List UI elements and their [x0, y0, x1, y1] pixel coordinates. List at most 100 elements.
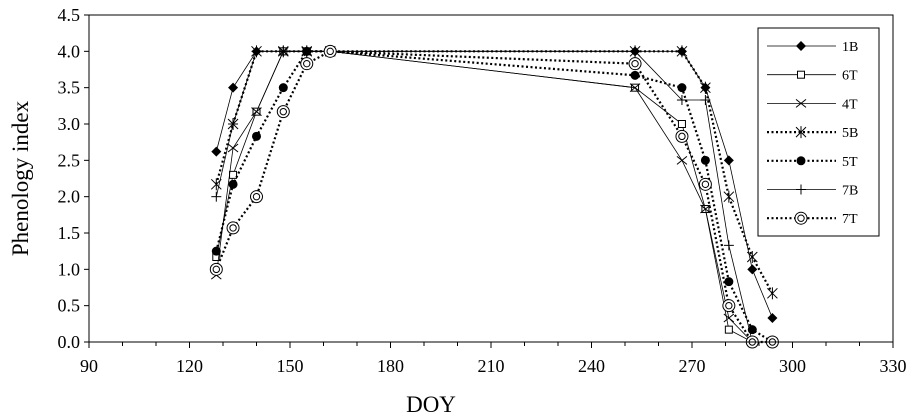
y-tick-label: 4.0 [58, 41, 81, 61]
data-point-7T [209, 262, 223, 276]
data-point-7B [676, 95, 687, 106]
data-point-1B [211, 146, 222, 157]
legend-item-6T: 6T [767, 69, 858, 84]
y-axis-ticks: 0.0 0.5 1.0 1.5 2.0 2.5 3.0 3.5 4.0 4.5 [58, 5, 89, 352]
series-line-1B [215, 50, 773, 319]
legend-marker [796, 41, 806, 51]
x-tick-label: 90 [80, 356, 98, 376]
data-point-5B [746, 250, 758, 263]
data-point-7B [700, 95, 711, 106]
data-point-5T [724, 277, 734, 287]
legend-label: 5T [842, 155, 858, 170]
legend-label: 6T [842, 69, 858, 84]
legend-item-7T: 7T [767, 211, 858, 227]
legend: 1B 6T 4T 5B 5T 7B 7T [757, 27, 880, 237]
y-tick-label: 0.5 [58, 296, 81, 316]
x-tick-label: 210 [478, 356, 505, 376]
data-point-7B [723, 240, 734, 251]
data-point-7B [228, 119, 239, 129]
data-point-7B [630, 46, 641, 57]
x-tick-label: 240 [578, 356, 605, 376]
legend-label: 1B [842, 40, 858, 55]
plot-frame [88, 14, 894, 343]
data-point-7B [211, 191, 222, 202]
data-point-7T [250, 190, 263, 204]
x-axis-ticks: 90 120 150 180 210 240 270 300 330 [80, 342, 907, 376]
legend-marker [795, 126, 807, 139]
data-point-7B [301, 46, 312, 57]
data-point-7T [300, 57, 314, 71]
data-point-5T [211, 246, 221, 256]
legend-marker [795, 99, 807, 108]
series-line-5T [215, 50, 773, 343]
data-point-7T [628, 57, 642, 71]
data-point-7T [722, 299, 736, 313]
series-line-7T [215, 50, 773, 344]
data-point-5T [278, 83, 288, 93]
data-point-4T [227, 143, 239, 153]
data-point-7T [698, 177, 712, 191]
data-point-6T [229, 170, 238, 179]
x-tick-label: 300 [779, 356, 806, 376]
x-tick-label: 150 [277, 356, 304, 376]
data-point-7T [675, 129, 689, 143]
data-point-5B [723, 190, 735, 203]
legend-marker [796, 184, 806, 195]
x-tick-label: 120 [176, 356, 203, 376]
x-tick-label: 330 [880, 356, 907, 376]
legend-item-7B: 7B [767, 184, 858, 199]
x-tick-label: 180 [377, 356, 404, 376]
legend-item-1B: 1B [767, 40, 858, 55]
series-line-5B [215, 50, 774, 294]
legend-marker [796, 156, 806, 166]
y-tick-label: 2.0 [58, 187, 81, 207]
series-line-7B [215, 50, 773, 343]
y-axis-title: Phenology index [8, 100, 33, 256]
series-layer [209, 44, 779, 349]
data-point-7B [251, 46, 262, 57]
data-point-5B [700, 81, 711, 94]
data-point-7T [226, 221, 240, 235]
data-point-5T [677, 83, 687, 93]
series-1B [211, 46, 778, 324]
series-line-6T [215, 50, 773, 343]
y-tick-label: 1.5 [58, 223, 81, 243]
legend-label: 4T [842, 97, 858, 112]
series-7T [209, 44, 779, 349]
series-7B [211, 46, 778, 347]
legend-item-5T: 5T [767, 155, 858, 170]
data-point-1B [747, 264, 758, 275]
data-point-4T [676, 155, 688, 165]
y-tick-label: 0.0 [58, 332, 81, 352]
data-point-6T [724, 325, 733, 334]
legend-marker [797, 70, 805, 79]
data-point-5T [252, 131, 261, 141]
data-point-4T [723, 313, 735, 323]
x-axis-title: DOY [406, 392, 456, 415]
data-point-5T [228, 179, 238, 189]
y-tick-label: 2.5 [58, 150, 81, 170]
data-point-5B [676, 45, 688, 58]
legend-label: 5B [842, 126, 858, 141]
legend-marker [794, 211, 808, 225]
series-6T [212, 47, 777, 346]
data-point-5T [700, 155, 710, 165]
data-point-1B [723, 155, 734, 166]
data-point-1B [228, 82, 239, 93]
series-line-4T [215, 50, 773, 343]
legend-item-4T: 4T [767, 97, 858, 112]
legend-label: 7T [842, 212, 858, 227]
y-tick-label: 3.0 [58, 114, 81, 134]
legend-item-5B: 5B [767, 126, 858, 141]
data-point-7T [276, 105, 290, 119]
y-tick-label: 4.5 [58, 5, 81, 25]
data-point-7B [278, 46, 289, 57]
data-point-4T [629, 83, 641, 93]
x-tick-label: 270 [679, 356, 706, 376]
series-4T [210, 46, 778, 347]
data-point-7T [323, 44, 337, 58]
data-point-6T [677, 120, 686, 128]
data-point-5T [630, 70, 640, 80]
series-5T [211, 46, 777, 347]
